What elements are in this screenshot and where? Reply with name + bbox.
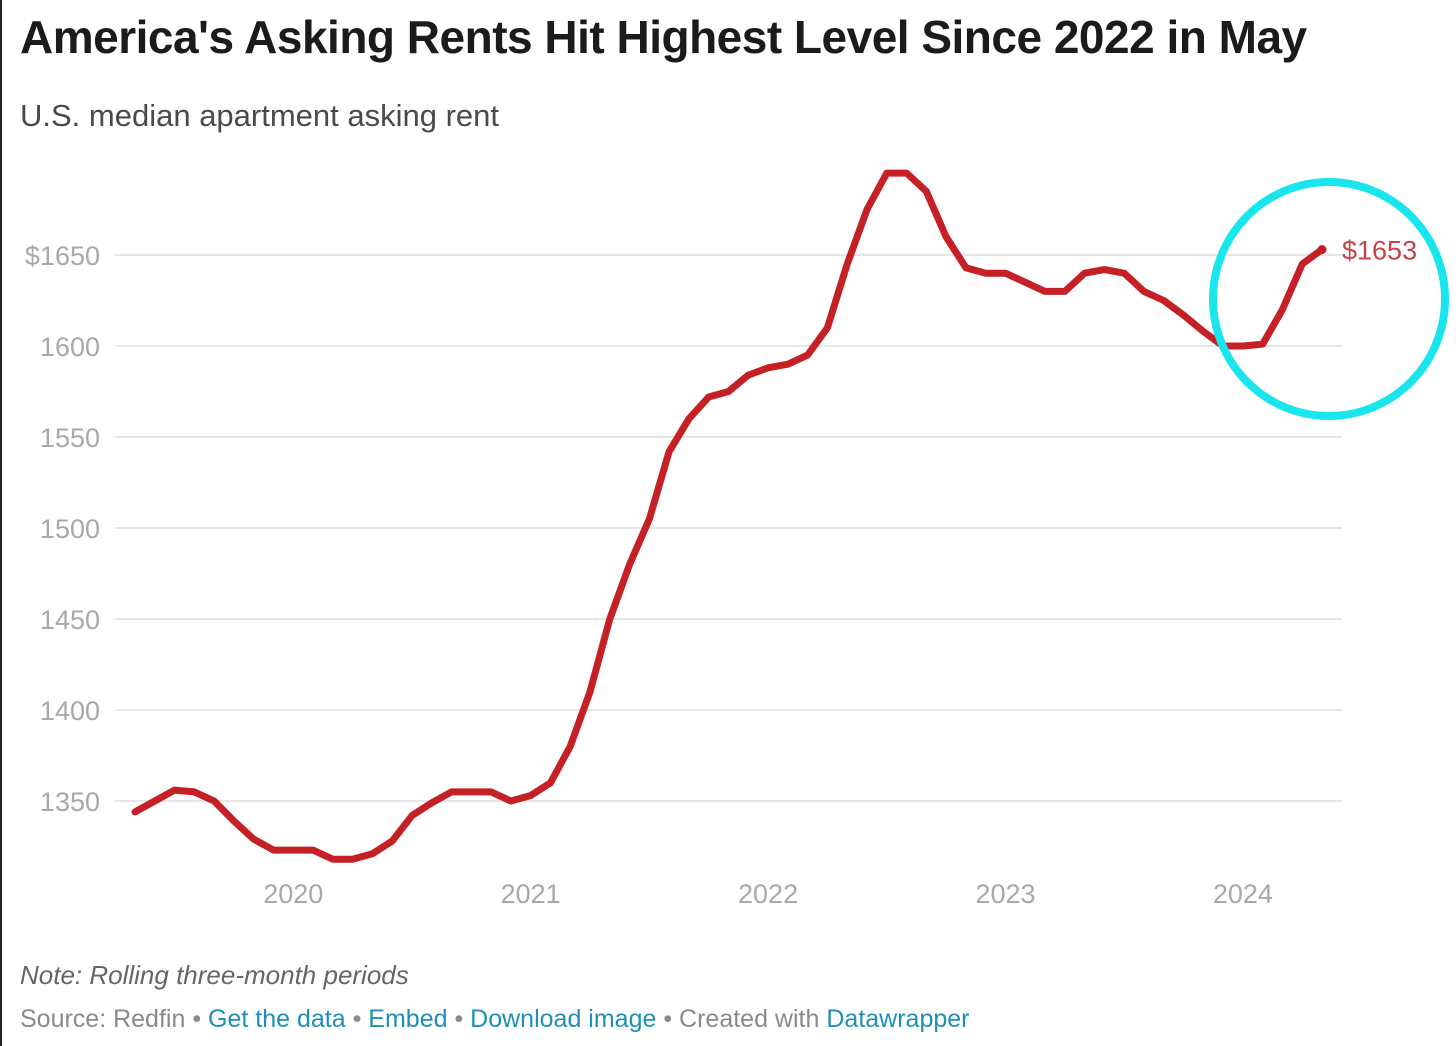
y-tick-label: 1450 [40,605,100,635]
annotation-layer: $1653 [1209,178,1449,420]
series-end-point [1317,245,1327,255]
separator: • [345,1005,369,1033]
x-tick-label: 2023 [975,879,1035,909]
separator: • [185,1005,209,1033]
created-with-text: Created with [679,1005,820,1033]
source-line: Source: Redfin • Get the data • Embed • … [20,1005,970,1034]
y-tick-label: 1600 [40,332,100,362]
y-tick-label: 1350 [40,787,100,817]
image-left-border [0,0,2,1046]
source-text: Source: Redfin [20,1005,186,1033]
x-axis-ticks: 2020 2021 2022 2023 2024 [263,879,1273,909]
series-layer [131,169,1327,863]
y-tick-label: 1500 [40,514,100,544]
y-tick-label: 1400 [40,696,100,726]
y-tick-label: $1650 [25,241,100,271]
highlight-circle [1209,178,1449,420]
download-image-link[interactable]: Download image [470,1005,657,1033]
x-tick-label: 2024 [1213,879,1273,909]
gridlines [115,254,1342,802]
datawrapper-link[interactable]: Datawrapper [826,1005,970,1033]
rent-series-line [131,169,1326,863]
separator: • [656,1005,680,1033]
separator: • [447,1005,471,1033]
chart-subtitle: U.S. median apartment asking rent [20,98,500,133]
x-tick-label: 2021 [501,879,561,909]
embed-link[interactable]: Embed [368,1005,448,1033]
y-tick-label: 1550 [40,423,100,453]
chart-note: Note: Rolling three-month periods [20,960,409,990]
chart-title: America's Asking Rents Hit Highest Level… [20,11,1307,63]
x-tick-label: 2022 [738,879,798,909]
get-data-link[interactable]: Get the data [208,1005,346,1033]
endpoint-value-label: $1653 [1342,236,1417,266]
x-tick-label: 2020 [263,879,323,909]
y-axis-ticks: 1350 1400 1450 1500 1550 1600 $1650 [25,241,100,817]
